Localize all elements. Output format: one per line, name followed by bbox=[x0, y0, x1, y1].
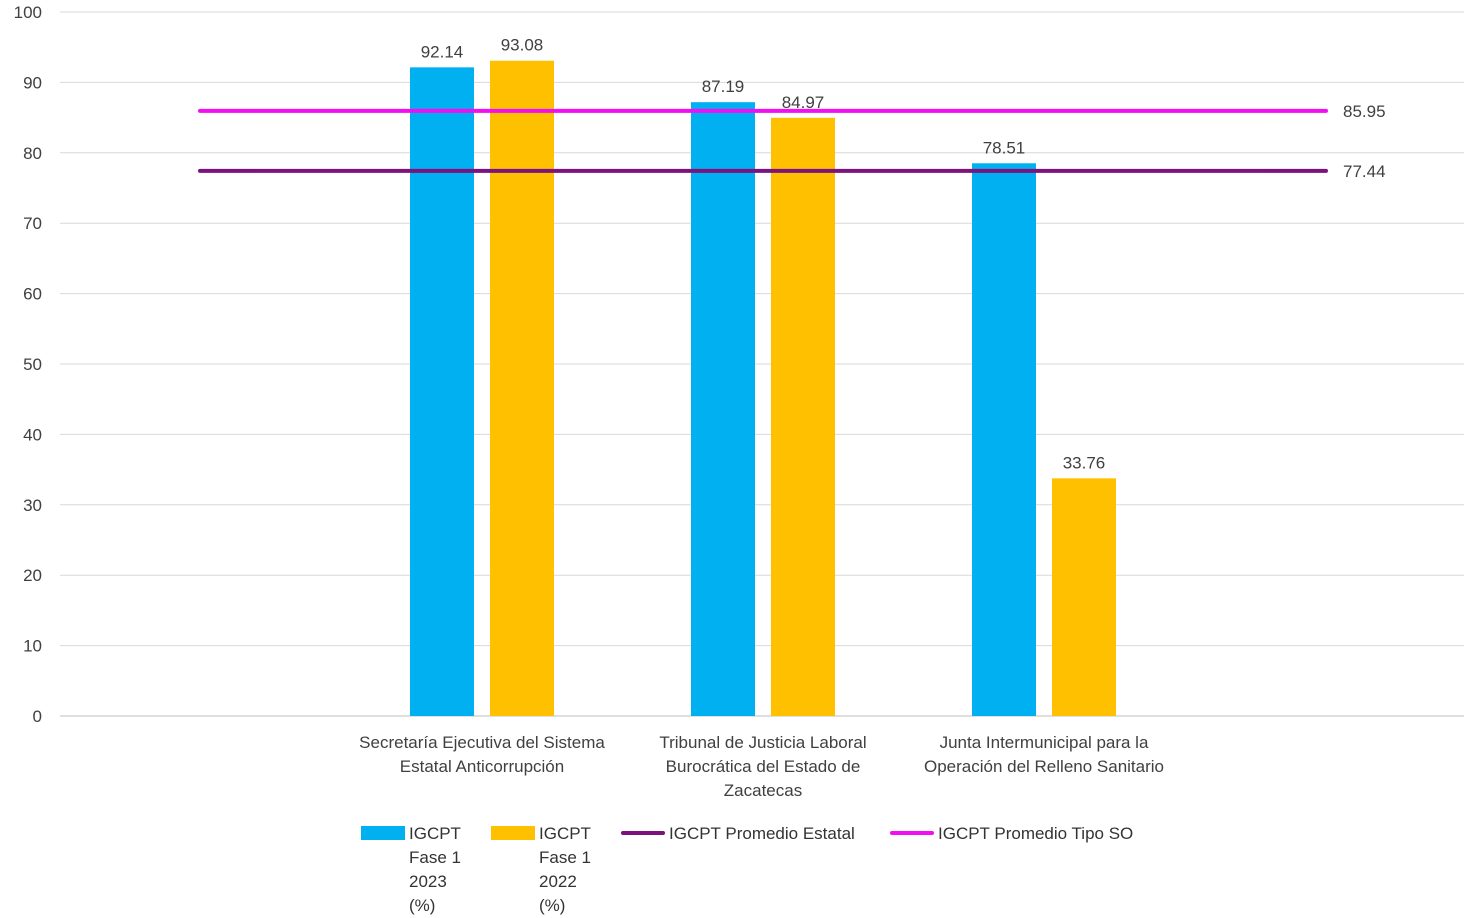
legend-swatch-promedio-tipo-so bbox=[890, 831, 934, 835]
reference-line-label-1: 85.95 bbox=[1343, 102, 1386, 121]
bar-s0-c1 bbox=[691, 102, 755, 717]
legend-swatch-fase1-2022 bbox=[491, 826, 535, 840]
chart-legend: IGCPT Fase 1 2023 (%) IGCPT Fase 1 2022 … bbox=[0, 822, 1464, 916]
legend-label-fase1-2022: IGCPT Fase 1 2022 (%) bbox=[539, 824, 591, 915]
reference-line-label-0: 77.44 bbox=[1343, 162, 1386, 181]
legend-item-promedio-tipo-so: IGCPT Promedio Tipo SO bbox=[890, 822, 1133, 846]
legend-label-fase1-2023: IGCPT Fase 1 2023 (%) bbox=[409, 824, 461, 915]
x-tick-label-c0-l1: Estatal Anticorrupción bbox=[400, 757, 564, 776]
x-tick-label-c1-l0: Tribunal de Justicia Laboral bbox=[659, 733, 866, 752]
y-tick-label-70: 70 bbox=[23, 214, 42, 233]
y-tick-label-100: 100 bbox=[14, 3, 42, 22]
bar-s1-c0 bbox=[490, 60, 554, 717]
legend-item-fase1-2023: IGCPT Fase 1 2023 (%) bbox=[361, 822, 469, 918]
y-tick-label-10: 10 bbox=[23, 637, 42, 656]
x-tick-label-c2-l1: Operación del Relleno Sanitario bbox=[924, 757, 1164, 776]
data-label-s0-c2: 78.51 bbox=[983, 138, 1026, 157]
y-tick-label-60: 60 bbox=[23, 285, 42, 304]
x-tick-label-c1-l2: Zacatecas bbox=[724, 781, 802, 800]
bar-s0-c2 bbox=[972, 163, 1036, 716]
bar-s1-c1 bbox=[771, 117, 835, 716]
y-tick-label-40: 40 bbox=[23, 425, 42, 444]
y-tick-label-0: 0 bbox=[33, 707, 42, 726]
x-tick-label-c0-l0: Secretaría Ejecutiva del Sistema bbox=[359, 733, 605, 752]
x-tick-label-c2-l0: Junta Intermunicipal para la bbox=[940, 733, 1149, 752]
legend-item-fase1-2022: IGCPT Fase 1 2022 (%) bbox=[491, 822, 599, 918]
y-tick-label-30: 30 bbox=[23, 496, 42, 515]
legend-item-promedio-estatal: IGCPT Promedio Estatal bbox=[621, 822, 855, 846]
legend-label-promedio-tipo-so: IGCPT Promedio Tipo SO bbox=[938, 824, 1134, 843]
y-tick-label-50: 50 bbox=[23, 355, 42, 374]
legend-swatch-fase1-2023 bbox=[361, 826, 405, 840]
data-label-s0-c1: 87.19 bbox=[702, 77, 745, 96]
data-label-s1-c2: 33.76 bbox=[1063, 453, 1106, 472]
data-label-s0-c0: 92.14 bbox=[421, 42, 464, 61]
y-tick-label-20: 20 bbox=[23, 566, 42, 585]
data-label-s1-c0: 93.08 bbox=[501, 36, 544, 55]
bar-s0-c0 bbox=[410, 67, 474, 716]
x-tick-label-c1-l1: Burocrática del Estado de bbox=[666, 757, 861, 776]
legend-swatch-promedio-estatal bbox=[621, 831, 665, 835]
legend-label-promedio-estatal: IGCPT Promedio Estatal bbox=[669, 824, 855, 843]
data-label-s1-c1: 84.97 bbox=[782, 93, 825, 112]
bar-s1-c2 bbox=[1052, 478, 1116, 716]
y-tick-label-90: 90 bbox=[23, 73, 42, 92]
y-tick-label-80: 80 bbox=[23, 144, 42, 163]
